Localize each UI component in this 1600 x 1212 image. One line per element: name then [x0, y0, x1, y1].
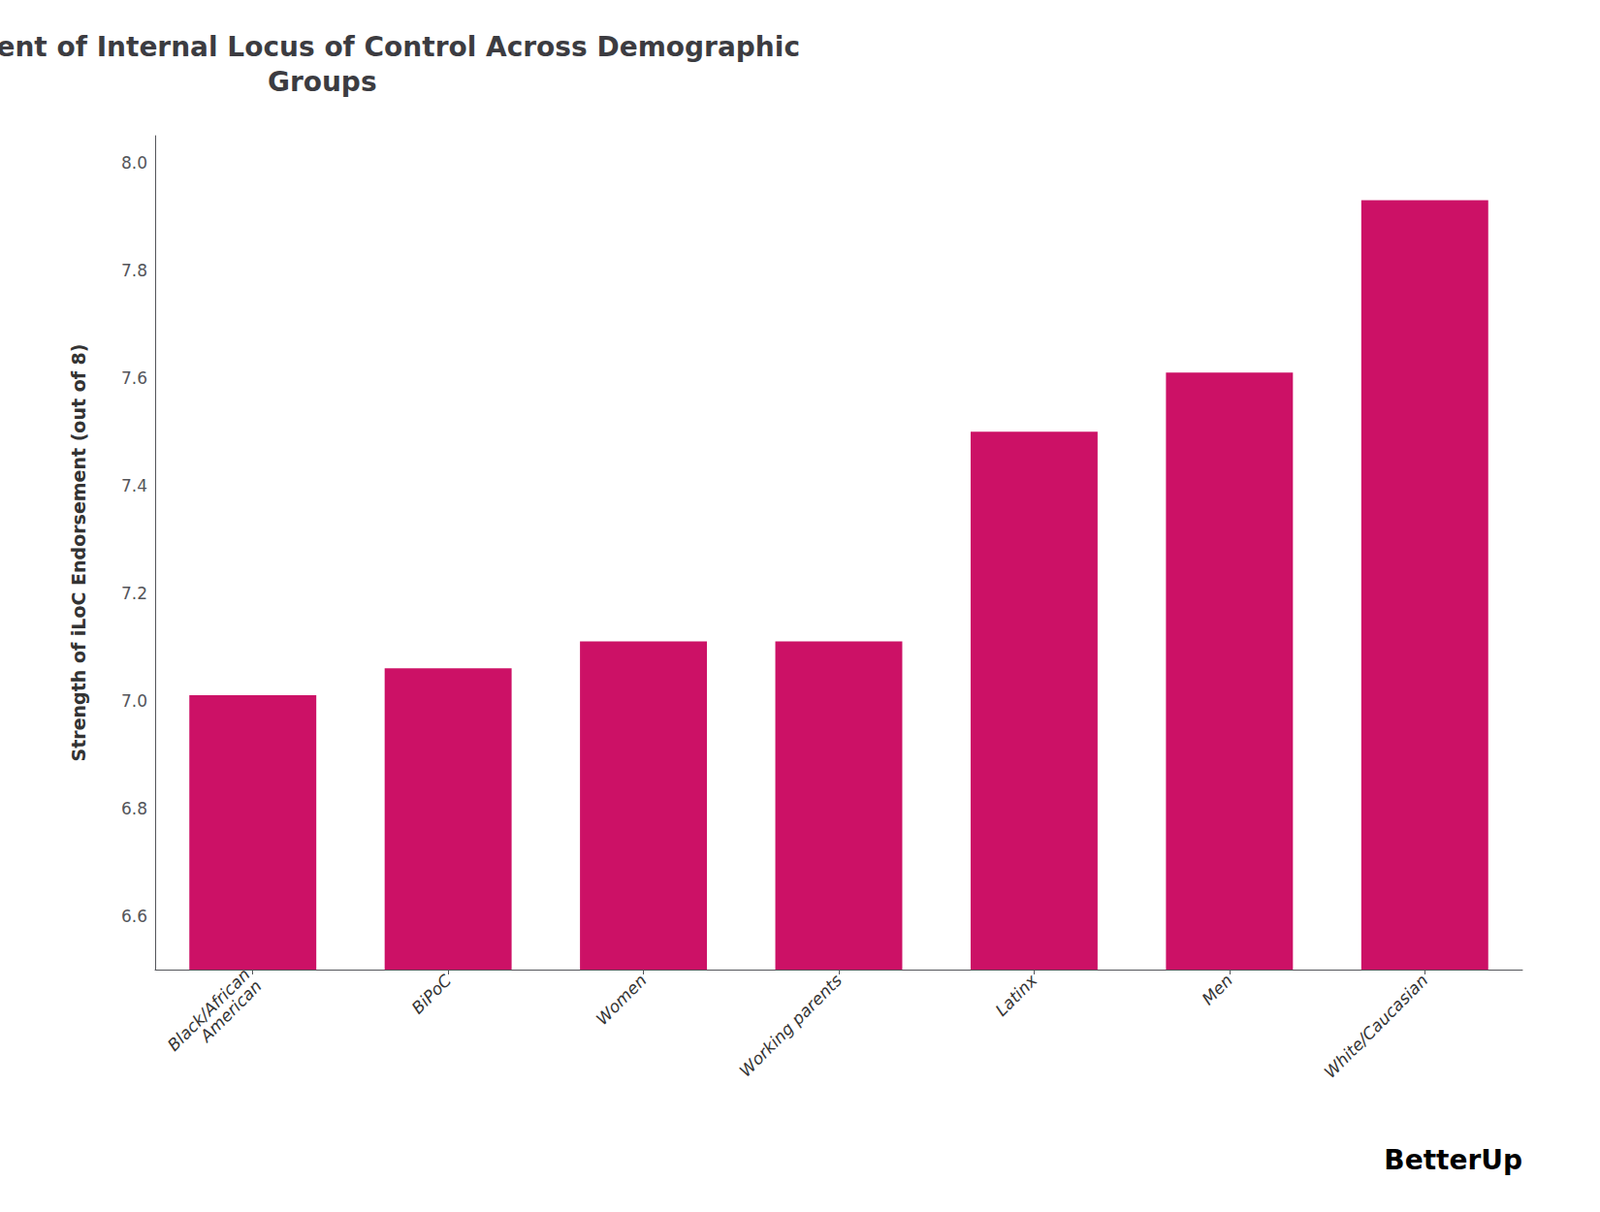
- svg-text:7.6: 7.6: [121, 368, 148, 388]
- svg-text:7.0: 7.0: [121, 691, 148, 711]
- svg-text:Latinx: Latinx: [992, 969, 1043, 1021]
- svg-text:White/Caucasian: White/Caucasian: [1319, 970, 1432, 1083]
- svg-text:Endorsement of Internal Locus: Endorsement of Internal Locus of Control…: [0, 31, 800, 64]
- svg-text:Black/African: Black/African: [163, 964, 254, 1055]
- svg-text:8.0: 8.0: [121, 153, 148, 173]
- svg-text:Groups: Groups: [267, 65, 378, 98]
- svg-text:6.6: 6.6: [121, 906, 148, 927]
- svg-text:BetterUp: BetterUp: [1383, 1144, 1523, 1177]
- svg-text:7.2: 7.2: [121, 583, 148, 604]
- svg-text:Men: Men: [1197, 970, 1237, 1010]
- svg-text:BiPoC: BiPoC: [408, 970, 456, 1019]
- svg-text:Working parents: Working parents: [736, 970, 847, 1082]
- svg-text:7.8: 7.8: [121, 260, 148, 281]
- svg-text:Strength of iLoC Endorsement (: Strength of iLoC Endorsement (out of 8): [67, 344, 90, 763]
- svg-text:American: American: [195, 976, 266, 1047]
- svg-text:7.4: 7.4: [121, 476, 148, 496]
- svg-text:6.8: 6.8: [121, 799, 148, 819]
- svg-text:Women: Women: [592, 970, 651, 1029]
